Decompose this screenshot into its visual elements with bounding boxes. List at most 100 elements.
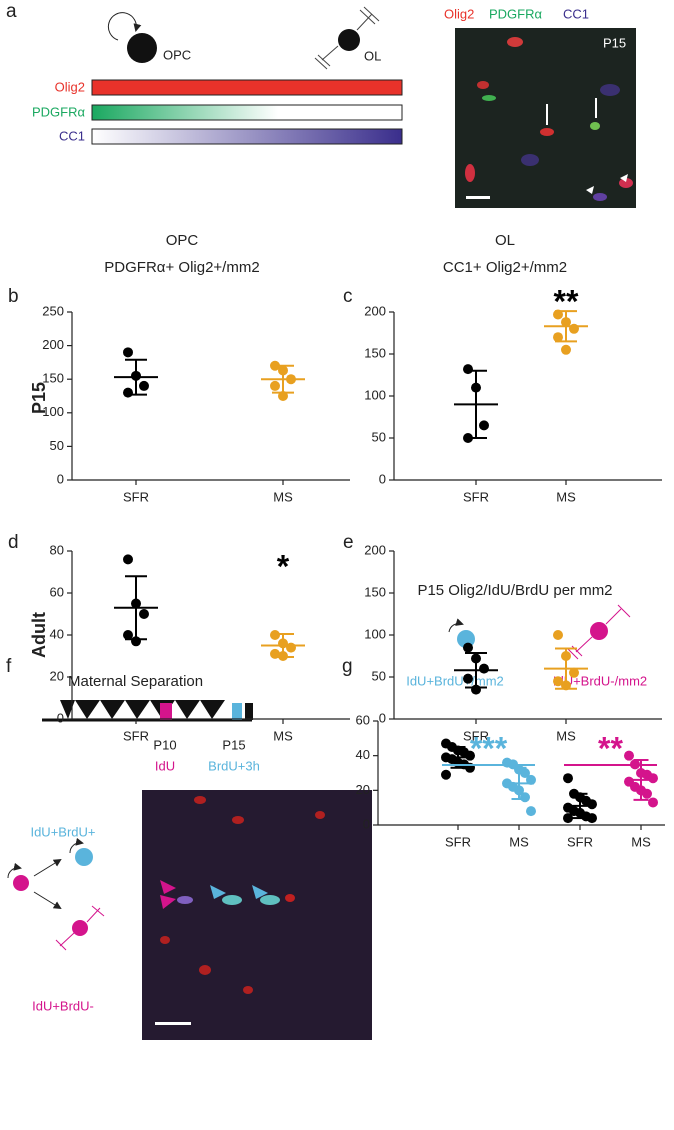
data-point [139, 380, 149, 391]
data-point [587, 813, 597, 824]
fate-label: IdU+BrdU- [32, 998, 94, 1013]
group-label: IdU+BrdU-/mm2 [553, 673, 647, 688]
event-day: P10 [153, 737, 176, 752]
marker-label: PDGFRα [32, 104, 86, 119]
y-tick-label: 40 [356, 747, 370, 762]
marker-label: Olig2 [55, 79, 85, 94]
y-tick-label: 100 [364, 626, 386, 641]
x-tick-label: MS [556, 489, 576, 504]
data-point [563, 813, 573, 824]
data-point [520, 792, 530, 803]
legend-label: Olig2 [444, 6, 474, 21]
data-point [520, 768, 530, 778]
image-label: P15 [603, 35, 626, 50]
data-point [479, 420, 489, 431]
panel-letter: d [8, 532, 19, 553]
x-tick-label: MS [509, 834, 529, 849]
event-label: BrdU+3h [208, 758, 260, 773]
panel-letter: a [6, 1, 17, 22]
data-point [123, 347, 133, 358]
x-tick-label: SFR [463, 489, 489, 504]
data-point [463, 364, 473, 375]
data-point [441, 769, 451, 780]
data-point [561, 344, 571, 355]
y-tick-label: 80 [50, 542, 64, 557]
cell-label: OL [364, 48, 381, 63]
data-point [123, 387, 133, 398]
data-point [123, 554, 133, 565]
data-point [123, 630, 133, 640]
y-tick-label: 50 [372, 668, 386, 683]
y-tick-label: 150 [364, 584, 386, 599]
y-tick-label: 20 [50, 668, 64, 683]
data-point [563, 773, 573, 784]
y-tick-label: 150 [42, 371, 64, 386]
olig2-bar [91, 79, 403, 96]
y-tick-label: 150 [364, 345, 386, 360]
cell-label: OPC [163, 47, 191, 62]
y-tick-label: 0 [379, 471, 386, 486]
data-point [642, 788, 652, 799]
cc1-bar [91, 128, 403, 145]
legend-label: CC1 [563, 6, 589, 21]
y-tick-label: 50 [50, 438, 64, 453]
y-tick-label: 0 [57, 471, 64, 486]
data-point [648, 773, 658, 784]
column-subtitle: CC1+ Olig2+/mm2 [443, 259, 567, 276]
timeline-title: Maternal Separation [68, 673, 203, 690]
y-tick-label: 200 [364, 303, 386, 318]
legend-label: PDGFRα [489, 6, 543, 21]
y-tick-label: 60 [50, 584, 64, 599]
fate-diagram [7, 837, 105, 951]
y-tick-label: 0 [379, 710, 386, 725]
group-label: IdU+BrdU+/mm2 [406, 673, 504, 688]
x-tick-label: SFR [463, 728, 489, 743]
data-point [553, 676, 563, 687]
self-renew-arrow [107, 12, 142, 41]
data-point [463, 642, 473, 653]
x-tick-label: MS [556, 728, 576, 743]
y-tick-label: 100 [364, 387, 386, 402]
y-tick-label: 200 [42, 337, 64, 352]
data-point [463, 673, 473, 684]
data-point [139, 609, 149, 619]
panel-letter: g [342, 656, 353, 677]
data-point [286, 642, 296, 653]
y-tick-label: 20 [356, 782, 370, 797]
data-point [270, 380, 280, 391]
data-point [553, 630, 563, 640]
data-point [569, 667, 579, 678]
panel-letter: f [6, 656, 12, 677]
column-subtitle: PDGFRα+ Olig2+/mm2 [104, 259, 259, 276]
y-tick-label: 60 [356, 712, 370, 727]
data-point [526, 806, 536, 817]
y-tick-label: 40 [50, 626, 64, 641]
data-point [553, 332, 563, 343]
x-tick-label: SFR [123, 489, 149, 504]
group-icons [448, 604, 631, 660]
row-label: Adult [29, 612, 49, 658]
significance: * [277, 548, 290, 584]
column-title: OPC [166, 232, 199, 249]
marker-label: CC1 [59, 128, 85, 143]
x-tick-label: SFR [123, 728, 149, 743]
data-point [479, 663, 489, 674]
y-tick-label: 0 [57, 710, 64, 725]
ol-icon [338, 29, 360, 51]
significance: ** [554, 283, 579, 319]
fate-label: IdU+BrdU+ [30, 824, 95, 839]
data-point [648, 797, 658, 808]
y-tick-label: 200 [364, 542, 386, 557]
data-point [270, 630, 280, 640]
y-tick-label: 0 [363, 816, 370, 831]
panel-letter: c [343, 286, 353, 307]
panel-letter: b [8, 286, 19, 307]
y-tick-label: 250 [42, 303, 64, 318]
significance: ** [598, 730, 623, 766]
x-tick-label: MS [273, 728, 293, 743]
y-tick-label: 100 [42, 404, 64, 419]
timeline [42, 700, 253, 722]
panel-letter: e [343, 532, 354, 553]
event-label: IdU [155, 758, 175, 773]
